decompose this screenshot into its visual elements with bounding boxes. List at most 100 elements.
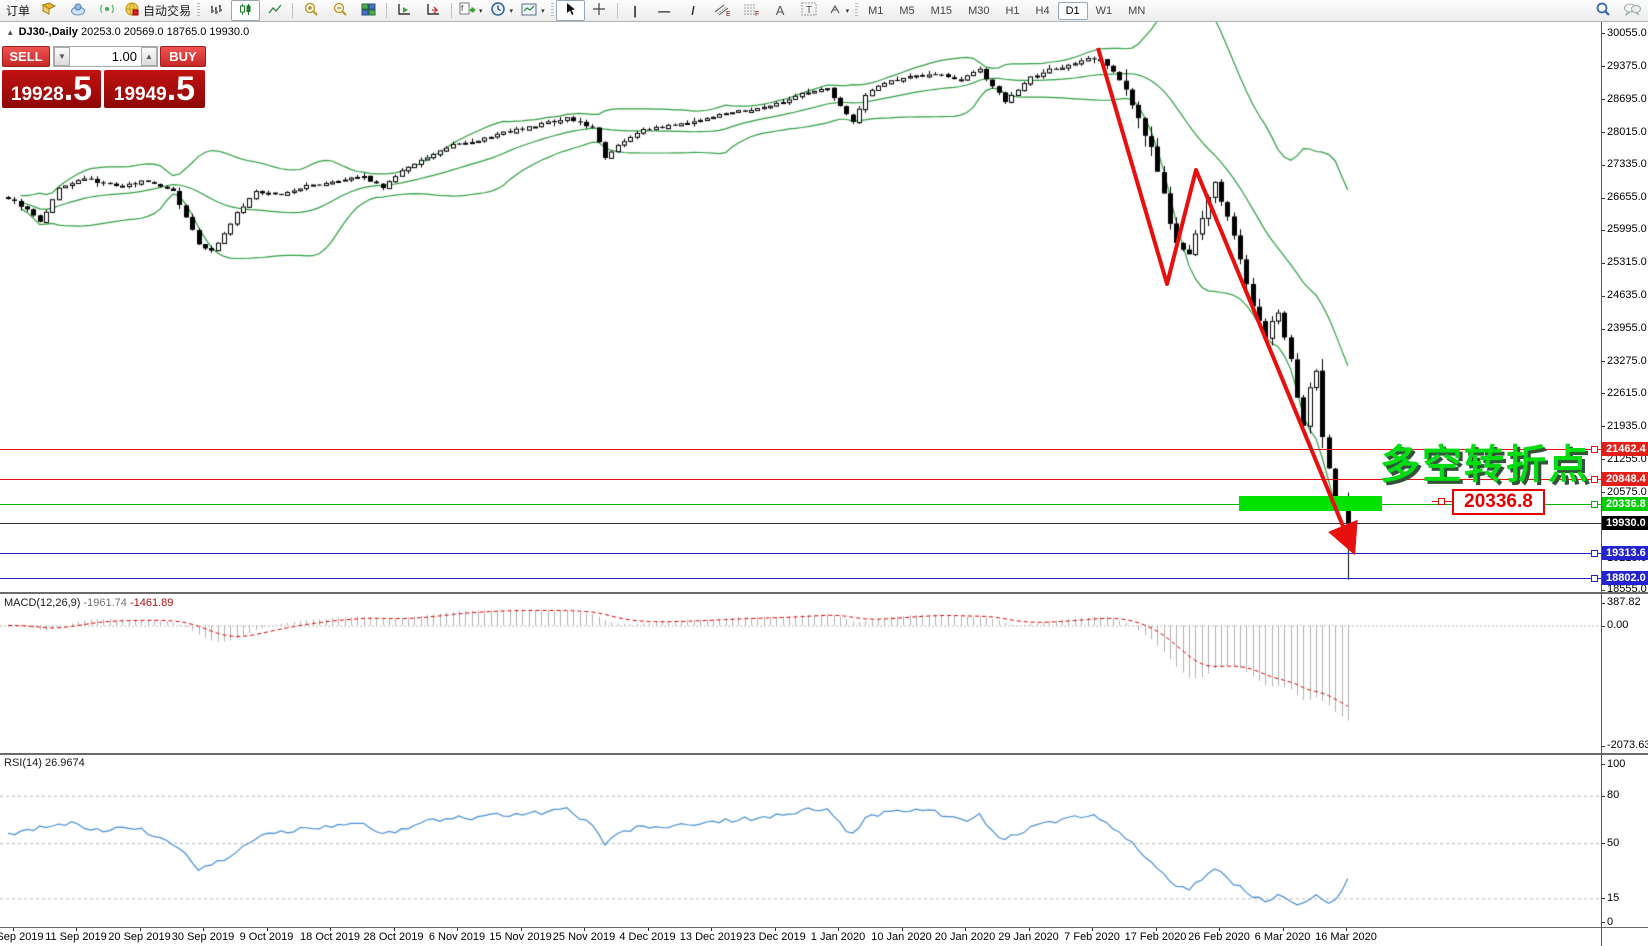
vertical-line-button[interactable]: |	[621, 0, 650, 21]
price-tick: 20575.0	[1607, 485, 1647, 498]
line-chart-button[interactable]	[260, 0, 289, 21]
rsi-axis-label: 80	[1607, 789, 1620, 802]
bar-chart-button[interactable]	[202, 0, 231, 21]
market-button[interactable]	[34, 0, 63, 21]
toolbar-grip[interactable]	[855, 3, 859, 18]
buy-button[interactable]: BUY	[160, 46, 206, 67]
zoom-in-button[interactable]	[296, 0, 325, 21]
tile-windows-button[interactable]	[354, 0, 383, 21]
new-indicator-button[interactable]: f ▾	[455, 0, 487, 21]
cursor-button[interactable]	[555, 0, 585, 21]
timeframe-d1[interactable]: D1	[1057, 1, 1088, 20]
arrows-button[interactable]: ▾	[824, 0, 854, 21]
macd-indicator-canvas[interactable]	[0, 596, 1601, 752]
date-tick-mark	[1156, 927, 1157, 931]
line-edit-handle[interactable]	[1591, 550, 1598, 557]
timeframe-h1[interactable]: H1	[1005, 4, 1020, 17]
macd-rsi-separator[interactable]	[0, 753, 1648, 755]
date-tick-mark	[1346, 927, 1347, 931]
volume-field-group: ▼ ▲	[53, 46, 158, 67]
line-edit-handle[interactable]	[1591, 501, 1598, 508]
price-tag-box[interactable]: 20336.8	[1452, 489, 1545, 515]
fibonacci-button[interactable]: F	[737, 0, 766, 21]
macd-main-value: -1961.74	[83, 597, 127, 609]
level-line-19313.6[interactable]	[0, 553, 1601, 554]
svg-text:F: F	[755, 11, 759, 16]
level-line-18802.0[interactable]	[0, 578, 1601, 579]
date-label: 11 Sep 2019	[45, 931, 107, 943]
periods-button[interactable]: ▾	[487, 0, 518, 21]
timeframe-w1[interactable]: W1	[1095, 4, 1113, 17]
text-icon: A	[775, 3, 785, 18]
timeframe-m1[interactable]: M1	[868, 4, 884, 17]
crosshair-icon	[592, 2, 606, 19]
channel-button[interactable]: E	[708, 0, 737, 21]
orders-button[interactable]: 订单	[2, 0, 34, 21]
periods-dropdown[interactable]: ▾	[509, 7, 514, 15]
line-edit-handle[interactable]	[1591, 476, 1598, 483]
search-button[interactable]	[1588, 0, 1617, 21]
signals-button[interactable]	[92, 0, 121, 21]
date-tick-mark	[1219, 927, 1220, 931]
horizontal-line-button[interactable]: —	[650, 0, 679, 21]
date-label: 26 Feb 2020	[1188, 931, 1250, 943]
autotrading-button[interactable]: 自动交易	[121, 0, 195, 21]
crosshair-button[interactable]	[585, 0, 614, 21]
equidistant-channel-icon: E	[714, 3, 731, 19]
timeframe-h4[interactable]: H4	[1035, 4, 1050, 17]
trendline-button[interactable]: /	[679, 0, 708, 21]
chat-button[interactable]	[1617, 0, 1646, 21]
templates-button[interactable]: ▾	[517, 0, 549, 21]
volume-decrease-button[interactable]: ▼	[54, 47, 70, 66]
chart-shift-button[interactable]	[419, 0, 448, 21]
text-label-button[interactable]: T	[795, 0, 824, 21]
rsi-axis-label: 100	[1607, 757, 1626, 770]
price-tag-handle[interactable]	[1438, 498, 1445, 505]
level-line-20848.4[interactable]	[0, 479, 1601, 480]
volume-input[interactable]	[70, 47, 141, 66]
price-tick: 26655.0	[1607, 191, 1647, 204]
community-button[interactable]	[63, 0, 92, 21]
turning-point-annotation[interactable]: 多空转折点	[1380, 443, 1590, 487]
arrows-dropdown[interactable]: ▾	[845, 7, 850, 15]
level-line-20336.8[interactable]	[0, 504, 1601, 505]
macd-axis-label: 0.00	[1607, 619, 1629, 631]
timeframe-m5[interactable]: M5	[899, 4, 915, 17]
sell-price-display[interactable]: 19928 .5	[2, 70, 101, 108]
timeframe-m30[interactable]: M30	[968, 4, 990, 17]
date-tick-mark	[203, 927, 204, 931]
timeframe-mn[interactable]: MN	[1128, 4, 1146, 17]
date-tick-mark	[648, 927, 649, 931]
date-tick-mark	[267, 927, 268, 931]
line-edit-handle[interactable]	[1591, 446, 1598, 453]
level-line-21462.4[interactable]	[0, 449, 1601, 450]
price-tick: 25995.0	[1607, 223, 1647, 236]
toolbar-separator	[451, 3, 453, 18]
level-line-19930.0[interactable]	[0, 523, 1601, 524]
macd-title: MACD(12,26,9) -1961.74 -1461.89	[4, 597, 173, 609]
rsi-indicator-canvas[interactable]	[0, 756, 1601, 927]
new-indicator-dropdown[interactable]: ▾	[479, 7, 483, 15]
main-macd-separator[interactable]	[0, 592, 1648, 594]
date-tick-mark	[1283, 927, 1284, 931]
date-tick-mark	[711, 927, 712, 931]
autoscroll-button[interactable]	[390, 0, 419, 21]
rsi-tick-mark	[1601, 898, 1605, 899]
price-tick-mark	[1601, 230, 1605, 231]
toolbar-grip[interactable]	[197, 3, 201, 18]
candlestick-chart-button[interactable]	[231, 0, 261, 21]
date-label: 9 Oct 2019	[239, 931, 294, 943]
zoom-out-button[interactable]	[325, 0, 354, 21]
templates-dropdown[interactable]: ▾	[541, 7, 545, 15]
support-highlight-bar[interactable]	[1239, 496, 1382, 512]
sell-button[interactable]: SELL	[2, 46, 50, 67]
rsi-axis-label: 50	[1607, 836, 1620, 849]
timeframe-m15[interactable]: M15	[930, 4, 953, 17]
buy-price-display[interactable]: 19949 .5	[104, 70, 205, 108]
line-edit-handle[interactable]	[1591, 575, 1598, 582]
toolbar-grip[interactable]	[550, 3, 554, 18]
date-label: 20 Sep 2019	[108, 931, 171, 943]
volume-increase-button[interactable]: ▲	[141, 47, 157, 66]
text-button[interactable]: A	[766, 0, 795, 21]
rsi-name: RSI(14)	[4, 757, 42, 769]
